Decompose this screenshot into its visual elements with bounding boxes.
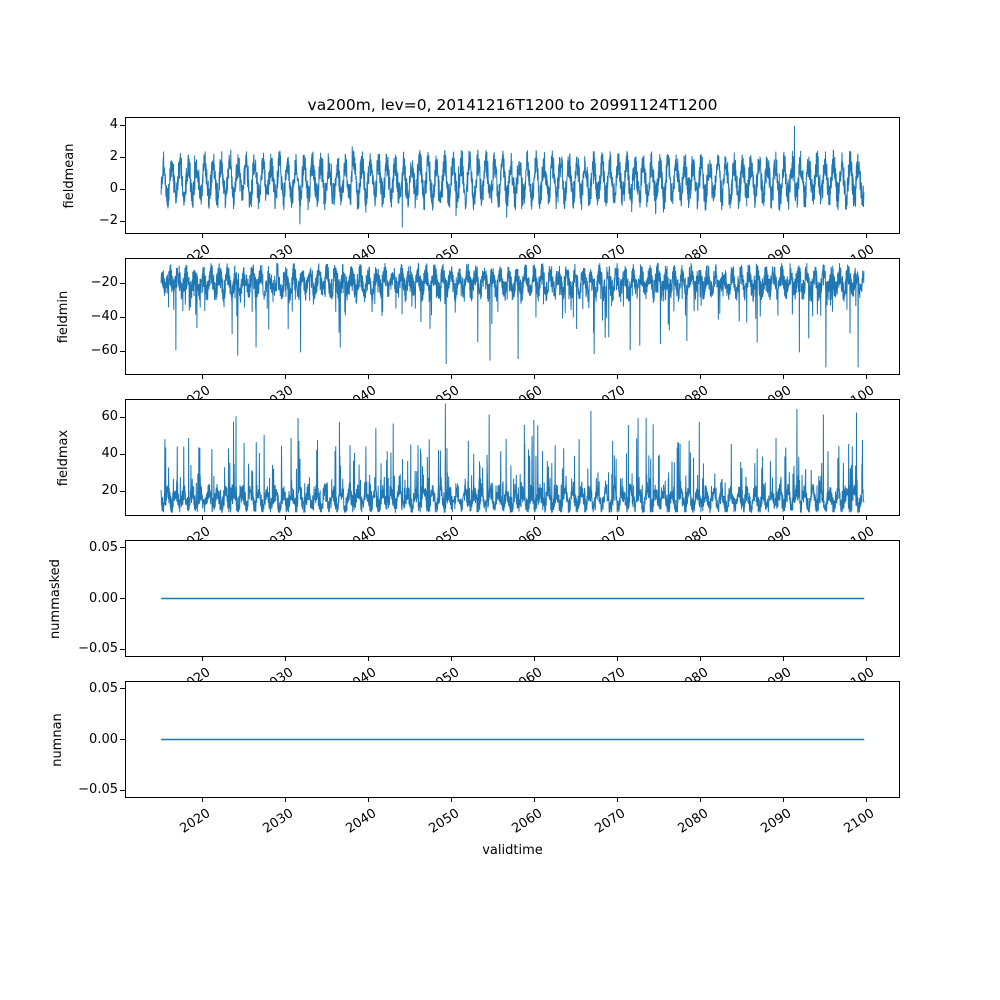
y-tick [120, 282, 125, 284]
y-tick-label: −2 [98, 213, 118, 229]
x-tick [367, 375, 369, 379]
y-tick-label: 60 [101, 409, 118, 425]
x-tick [450, 657, 452, 661]
x-tick [202, 516, 204, 520]
axes-box-nummasked [125, 540, 900, 657]
series-line-fieldmean [160, 125, 865, 228]
x-tick [284, 234, 286, 238]
x-tick [533, 234, 535, 238]
x-tick [202, 657, 204, 661]
x-tick [782, 798, 784, 802]
y-tick [120, 156, 125, 158]
y-tick [120, 416, 125, 418]
y-tick-label: −40 [90, 309, 118, 325]
y-tick-label: 0.00 [89, 590, 118, 606]
axes-box-fieldmean [125, 117, 900, 234]
x-tick [865, 516, 867, 520]
x-tick [699, 234, 701, 238]
x-tick [284, 375, 286, 379]
x-tick [450, 234, 452, 238]
x-tick [533, 657, 535, 661]
x-tick [533, 516, 535, 520]
x-tick [865, 798, 867, 802]
axes-box-fieldmin [125, 258, 900, 375]
x-tick [450, 516, 452, 520]
x-tick-label: 2080 [674, 806, 711, 837]
x-tick [782, 657, 784, 661]
x-tick [865, 375, 867, 379]
y-tick [120, 220, 125, 222]
y-tick-label: −60 [90, 343, 118, 359]
x-tick [450, 375, 452, 379]
y-tick-label: 0 [109, 181, 118, 197]
x-tick [450, 798, 452, 802]
y-tick [120, 316, 125, 318]
y-tick-label: 0.05 [89, 680, 118, 696]
x-tick [699, 798, 701, 802]
y-tick-label: 2 [109, 149, 118, 165]
x-tick [202, 375, 204, 379]
y-tick [120, 350, 125, 352]
x-tick [782, 516, 784, 520]
y-tick-label: −0.05 [78, 782, 118, 798]
x-tick-label: 2070 [592, 806, 628, 837]
x-tick [782, 234, 784, 238]
y-tick-label: 20 [101, 483, 118, 499]
y-tick-label: 0.05 [89, 539, 118, 555]
x-tick [202, 234, 204, 238]
y-tick-label: −0.05 [78, 641, 118, 657]
x-tick [782, 375, 784, 379]
x-tick [616, 657, 618, 661]
x-tick [865, 234, 867, 238]
x-axis-label: validtime [482, 843, 543, 858]
x-tick [367, 234, 369, 238]
x-tick [616, 798, 618, 802]
x-tick-label: 2020 [177, 806, 214, 837]
x-tick [367, 657, 369, 661]
y-tick [120, 547, 125, 549]
x-tick-label: 2040 [343, 806, 380, 837]
x-tick-label: 2060 [509, 806, 545, 837]
x-tick-label: 2090 [757, 806, 794, 837]
x-tick [284, 798, 286, 802]
series-line-fieldmax [160, 403, 865, 514]
x-tick [616, 375, 618, 379]
y-tick [120, 124, 125, 126]
y-tick-label: 4 [109, 117, 118, 132]
x-tick [533, 798, 535, 802]
y-tick [120, 598, 125, 599]
y-tick [120, 688, 125, 690]
y-tick [120, 789, 125, 791]
y-tick [120, 648, 125, 650]
x-tick [699, 375, 701, 379]
y-tick-label: −20 [90, 275, 118, 291]
x-tick [202, 798, 204, 802]
x-tick [699, 657, 701, 661]
y-tick [120, 453, 125, 455]
x-tick [284, 657, 286, 661]
y-tick-label: 0.00 [89, 731, 118, 747]
y-tick [120, 739, 125, 740]
x-tick [699, 516, 701, 520]
axes-box-numnan [125, 681, 900, 798]
figure-title: va200m, lev=0, 20141216T1200 to 20991124… [307, 96, 718, 114]
x-tick [284, 516, 286, 520]
x-tick [367, 798, 369, 802]
x-tick-label: 2050 [426, 806, 463, 837]
x-tick [533, 375, 535, 379]
axes-box-fieldmax [125, 399, 900, 516]
x-tick [616, 516, 618, 520]
y-tick [120, 188, 125, 190]
x-tick-label: 2100 [840, 806, 877, 837]
y-tick [120, 490, 125, 492]
x-tick [865, 657, 867, 661]
y-tick-label: 40 [101, 446, 118, 462]
x-tick-label: 2030 [260, 806, 297, 837]
x-tick [367, 516, 369, 520]
series-line-fieldmin [160, 262, 865, 368]
x-tick [616, 234, 618, 238]
